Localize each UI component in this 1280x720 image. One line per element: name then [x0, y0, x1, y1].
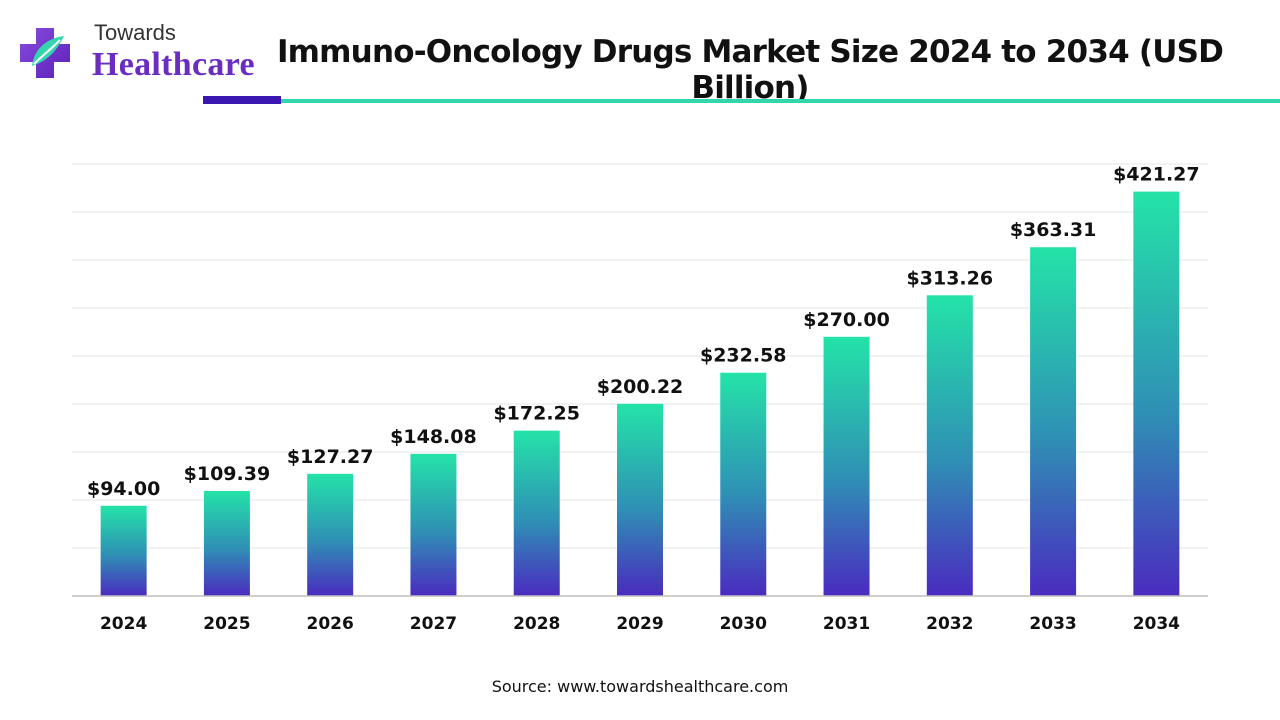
x-tick-2030: 2030	[720, 614, 767, 634]
data-label-2032: $313.26	[907, 267, 994, 289]
data-label-2030: $232.58	[700, 345, 787, 367]
x-tick-2027: 2027	[410, 614, 457, 634]
data-label-2025: $109.39	[184, 463, 271, 485]
bar-2030	[720, 372, 767, 596]
x-tick-2026: 2026	[307, 614, 354, 634]
data-label-2028: $172.25	[493, 403, 580, 425]
brand-line2: Healthcare	[92, 46, 255, 83]
bar-2027	[410, 453, 457, 596]
data-label-2034: $421.27	[1113, 164, 1200, 186]
value-labels: $94.00 $109.39 $127.27 $148.08 $172.25 $200.2…	[87, 164, 1200, 500]
bar-2028	[513, 430, 560, 596]
bar-2031	[823, 336, 870, 596]
gridlines	[72, 163, 1208, 549]
brand-logo: Towards Healthcare	[18, 18, 255, 88]
x-tick-2025: 2025	[203, 614, 250, 634]
bar-2029	[617, 403, 663, 596]
bar-chart: $94.00 $109.39 $127.27 $148.08 $172.25 $200.2…	[72, 163, 1208, 634]
x-tick-2034: 2034	[1133, 614, 1180, 634]
bar-2026	[307, 473, 354, 596]
x-tick-2029: 2029	[616, 614, 663, 634]
bar-2024	[100, 505, 147, 596]
x-tick-2033: 2033	[1029, 614, 1076, 634]
x-tick-2024: 2024	[100, 614, 147, 634]
bar-2025	[203, 490, 250, 596]
data-label-2029: $200.22	[597, 376, 684, 398]
medical-cross-icon	[20, 28, 70, 78]
data-label-2026: $127.27	[287, 446, 374, 468]
x-tick-2031: 2031	[823, 614, 870, 634]
x-tick-2028: 2028	[513, 614, 560, 634]
x-axis-tick-labels: 2024 2025 2026 2027 2028 2029 2030 2031 2032 2033…	[100, 614, 1180, 634]
bars	[100, 191, 1180, 596]
bar-2034	[1133, 191, 1180, 596]
data-label-2033: $363.31	[1010, 219, 1097, 241]
source-note: Source: www.towardshealthcare.com	[491, 677, 789, 696]
data-label-2027: $148.08	[390, 426, 477, 448]
title-rule	[281, 99, 1280, 103]
x-tick-2032: 2032	[926, 614, 973, 634]
data-label-2031: $270.00	[803, 309, 890, 331]
bar-2032	[926, 295, 973, 596]
data-label-2024: $94.00	[87, 478, 160, 500]
bar-2033	[1030, 247, 1077, 596]
chart-title: Immuno-Oncology Drugs Market Size 2024 t…	[276, 34, 1224, 106]
brand-line1: Towards	[94, 20, 176, 45]
title-rule-accent	[203, 96, 281, 104]
